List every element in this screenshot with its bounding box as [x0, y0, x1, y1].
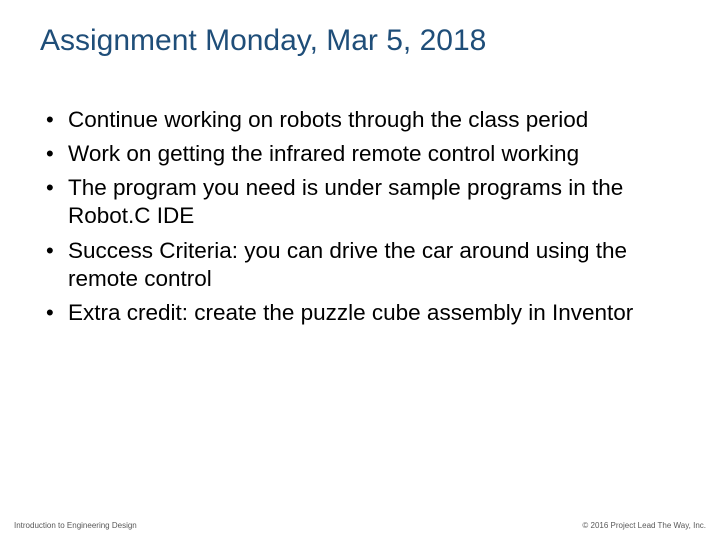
bullet-list: Continue working on robots through the c…: [40, 106, 680, 327]
footer-left: Introduction to Engineering Design: [14, 521, 137, 530]
slide-title: Assignment Monday, Mar 5, 2018: [40, 24, 680, 58]
list-item: Continue working on robots through the c…: [40, 106, 680, 134]
footer: Introduction to Engineering Design © 201…: [0, 521, 720, 530]
footer-right: © 2016 Project Lead The Way, Inc.: [582, 521, 706, 530]
list-item: The program you need is under sample pro…: [40, 174, 680, 230]
list-item: Work on getting the infrared remote cont…: [40, 140, 680, 168]
list-item: Success Criteria: you can drive the car …: [40, 237, 680, 293]
slide: Assignment Monday, Mar 5, 2018 Continue …: [0, 0, 720, 540]
list-item: Extra credit: create the puzzle cube ass…: [40, 299, 680, 327]
